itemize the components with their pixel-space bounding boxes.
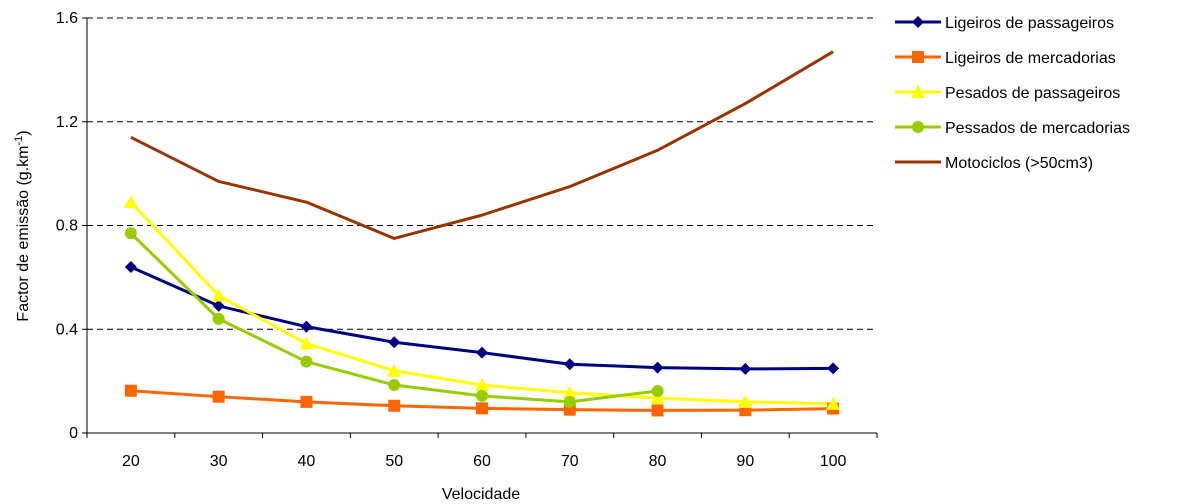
x-tick-label: 40 — [298, 453, 316, 470]
data-point-series-1 — [651, 361, 664, 374]
data-point-series-3 — [475, 378, 489, 392]
data-point-series-4 — [300, 355, 313, 368]
data-point-series-2 — [212, 390, 225, 403]
x-tick-label: 100 — [820, 453, 847, 470]
x-tick-label: 90 — [736, 453, 754, 470]
data-point-series-4 — [388, 379, 401, 392]
legend-label: Pesados de passageiros — [945, 85, 1120, 102]
y-tick-label: 0.4 — [56, 321, 78, 338]
y-axis-title-close: ) — [15, 130, 32, 135]
legend-swatch-marker — [911, 85, 925, 98]
y-axis-title: Factor de emissão (g.km-1) — [13, 130, 32, 321]
data-point-series-3 — [562, 385, 577, 399]
legend: Ligeiros de passageiros Ligeiros de merca… — [895, 15, 1130, 172]
y-tick-label: 1.6 — [56, 10, 78, 27]
data-point-series-1 — [212, 299, 225, 312]
legend-label: Pessados de mercadorias — [945, 120, 1130, 137]
data-point-series-3 — [650, 390, 665, 404]
data-point-series-2 — [124, 384, 137, 397]
series-markers — [123, 195, 841, 417]
x-tick-label: 20 — [122, 453, 140, 470]
legend-label: Ligeiros de mercadorias — [945, 50, 1116, 67]
data-point-series-1 — [388, 336, 401, 349]
x-tick-label: 30 — [210, 453, 228, 470]
legend-label: Motociclos (>50cm3) — [945, 155, 1093, 172]
legend-label: Ligeiros de passageiros — [945, 15, 1114, 32]
x-tick-label: 80 — [649, 453, 667, 470]
data-point-series-1 — [827, 362, 840, 375]
x-tick-labels: 20 30 40 50 60 70 80 90 100 — [86, 433, 878, 470]
data-point-series-2 — [651, 404, 664, 417]
x-tick-label: 60 — [473, 453, 491, 470]
data-point-series-1 — [476, 346, 488, 359]
data-point-series-2 — [388, 399, 401, 412]
data-point-series-4 — [476, 389, 488, 402]
data-point-series-1 — [124, 261, 137, 273]
series-line-5 — [130, 50, 834, 240]
data-point-series-3 — [123, 195, 138, 209]
data-point-series-2 — [476, 402, 488, 415]
y-tick-label: 0.8 — [56, 218, 78, 235]
gridlines — [87, 17, 877, 330]
x-tick-label: 70 — [561, 453, 579, 470]
data-point-series-3 — [211, 288, 226, 302]
data-point-series-3 — [826, 396, 841, 410]
data-point-series-3 — [299, 336, 314, 350]
data-point-series-4 — [212, 312, 225, 325]
data-point-series-4 — [124, 227, 137, 240]
x-tick-label: 50 — [385, 453, 403, 470]
data-point-series-3 — [387, 363, 402, 377]
data-point-series-2 — [300, 395, 313, 408]
data-point-series-4 — [651, 384, 664, 397]
legend-swatch-marker — [912, 121, 924, 133]
data-point-series-3 — [738, 394, 753, 408]
y-tick-label: 0 — [69, 425, 78, 442]
data-point-series-1 — [300, 320, 313, 333]
legend-swatch-marker — [912, 16, 924, 28]
y-tick-labels: 0 0.4 0.8 1.2 1.6 — [56, 10, 87, 442]
y-axis-title-main: Factor de emissão (g.km — [15, 146, 32, 322]
series-line-3 — [129, 201, 834, 406]
legend-swatch-marker — [912, 51, 924, 63]
data-point-series-1 — [563, 358, 576, 371]
data-point-series-1 — [739, 362, 752, 375]
y-axis-title-superscript: -1 — [13, 136, 25, 146]
data-point-series-4 — [563, 395, 576, 408]
x-axis-title: Velocidade — [442, 486, 520, 503]
y-tick-label: 1.2 — [56, 114, 78, 131]
